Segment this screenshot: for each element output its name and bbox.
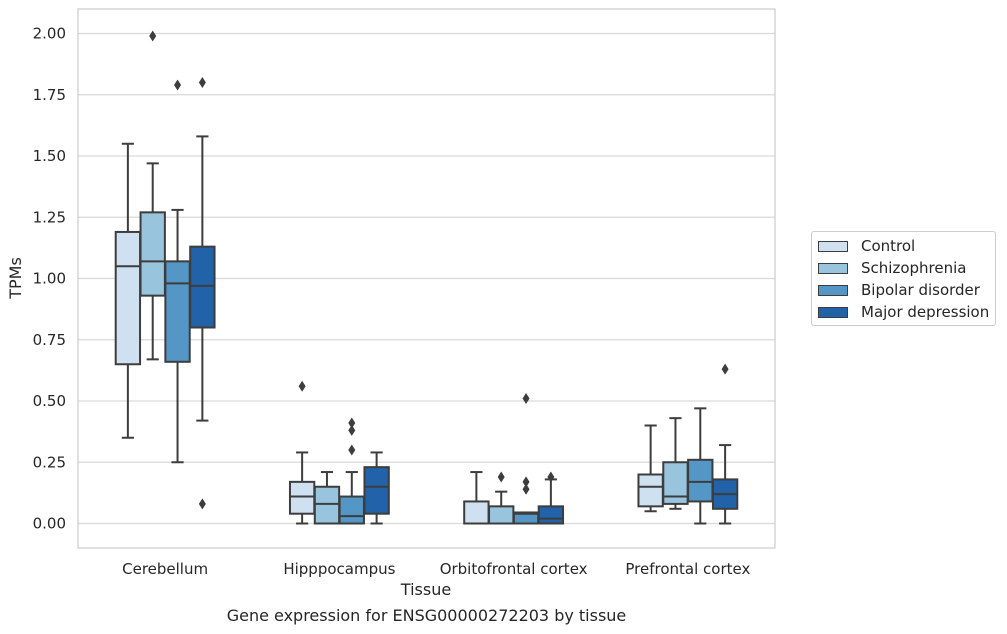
legend-item-bipolar-disorder: Bipolar disorder: [818, 280, 980, 300]
x-tick-label: Cerebellum: [122, 560, 208, 578]
outlier-point: [198, 498, 206, 510]
box-series: [114, 30, 739, 525]
y-tick-label: 0.00: [33, 515, 66, 533]
legend-label: Bipolar disorder: [861, 281, 980, 299]
outlier-point: [547, 471, 555, 483]
x-tick-label: Prefrontal cortex: [625, 560, 750, 578]
box-iqr: [114, 230, 142, 366]
outlier-point: [149, 30, 157, 42]
box-iqr: [363, 466, 390, 515]
outlier-point: [522, 393, 530, 405]
outlier-point: [174, 79, 182, 91]
outlier-point: [348, 424, 356, 436]
y-tick-label: 1.00: [33, 270, 66, 288]
box-schizophrenia: [313, 471, 341, 525]
legend: Control Schizophrenia Bipolar disorder M…: [811, 231, 996, 326]
box-iqr: [463, 500, 490, 525]
x-tick-label: Hipppocampus: [283, 560, 395, 578]
outlier-point: [522, 483, 530, 495]
legend-label: Control: [861, 237, 916, 255]
box-iqr: [338, 495, 365, 525]
y-tick-label: 2.00: [33, 25, 66, 43]
legend-swatch-schizophrenia: [818, 262, 848, 274]
box-iqr: [637, 473, 664, 508]
y-tick-label: 1.50: [33, 147, 66, 165]
y-tick-label: 1.25: [33, 208, 66, 226]
box-major-depression: [189, 77, 216, 510]
plot-frame: [77, 8, 776, 549]
box-iqr: [164, 260, 191, 363]
y-tick-label: 0.25: [33, 453, 66, 471]
box-schizophrenia: [139, 30, 166, 361]
box-control: [114, 142, 142, 439]
box-major-depression: [711, 363, 739, 525]
legend-swatch-bipolar-disorder: [818, 284, 848, 296]
legend-label: Major depression: [861, 303, 990, 321]
box-schizophrenia: [488, 471, 515, 525]
y-tick-labels: 0.00 0.25 0.50 0.75 1.00 1.25 1.50 1.75 2.00: [33, 25, 66, 533]
x-tick-labels: Cerebellum Hipppocampus Orbitofrontal cort…: [122, 560, 750, 578]
box-iqr: [687, 458, 714, 503]
box-bipolar-disorder: [164, 79, 191, 464]
outlier-point: [198, 77, 206, 88]
box-iqr: [288, 480, 316, 515]
box-bipolar-disorder: [338, 417, 365, 525]
legend-item-major-depression: Major depression: [818, 302, 989, 322]
outlier-point: [522, 476, 530, 488]
chart-caption: Gene expression for ENSG00000272203 by t…: [226, 606, 627, 625]
box-schizophrenia: [662, 417, 689, 510]
outlier-point: [348, 444, 356, 456]
y-tick-label: 0.50: [33, 392, 66, 410]
outlier-point: [721, 363, 729, 375]
box-major-depression: [363, 451, 390, 525]
legend-item-control: Control: [818, 236, 915, 256]
box-iqr: [662, 461, 689, 505]
legend-label: Schizophrenia: [861, 259, 967, 277]
box-control: [288, 380, 316, 525]
x-axis-label: Tissue: [400, 580, 451, 599]
legend-item-schizophrenia: Schizophrenia: [818, 258, 966, 278]
outlier-point: [497, 471, 505, 483]
y-axis-label: TPMs: [6, 257, 25, 300]
box-iqr: [537, 505, 565, 525]
legend-swatch-control: [818, 240, 848, 252]
y-tick-label: 0.75: [33, 331, 66, 349]
legend-swatch-major-depression: [818, 306, 848, 318]
outlier-point: [348, 417, 356, 429]
box-iqr: [139, 211, 166, 297]
box-control: [463, 471, 490, 525]
y-tick-label: 1.75: [33, 86, 66, 104]
outlier-point: [298, 380, 306, 392]
box-bipolar-disorder: [512, 393, 540, 525]
box-control: [637, 424, 664, 513]
box-iqr: [189, 245, 216, 329]
box-bipolar-disorder: [687, 407, 714, 525]
box-iqr: [313, 485, 341, 525]
x-tick-label: Orbitofrontal cortex: [440, 560, 588, 578]
box-major-depression: [537, 471, 565, 525]
box-iqr: [488, 505, 515, 525]
